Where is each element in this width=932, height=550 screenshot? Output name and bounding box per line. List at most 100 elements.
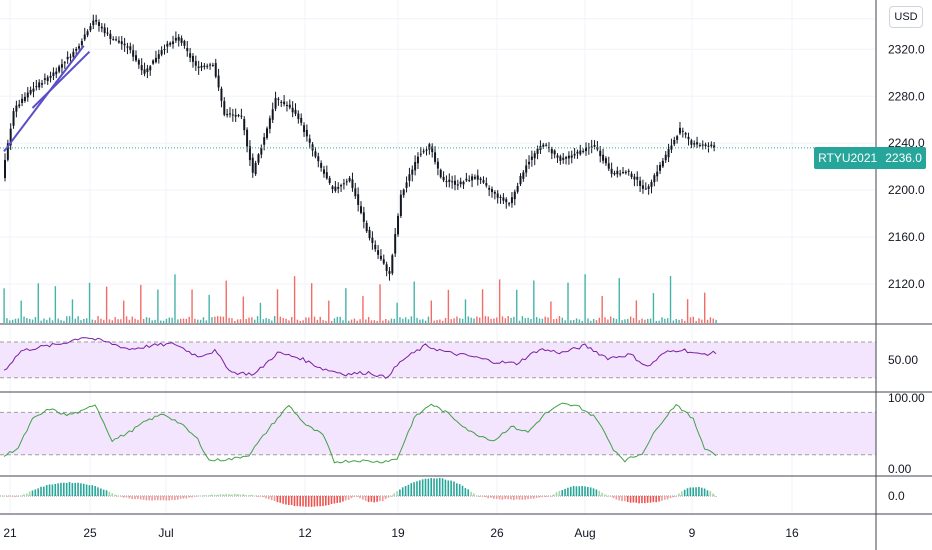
volume-bar	[649, 318, 652, 323]
volume-bar	[496, 317, 498, 323]
volume-bar	[382, 320, 384, 323]
osc-bar	[376, 496, 378, 502]
osc-bar	[507, 496, 509, 500]
stoch-band	[0, 412, 876, 455]
volume-bar	[6, 318, 8, 323]
volume-bar	[194, 318, 196, 323]
osc-bar	[259, 496, 262, 497]
osc-bar	[658, 496, 660, 502]
volume-bar	[199, 319, 202, 323]
volume-bar	[390, 318, 393, 323]
osc-bar	[683, 489, 686, 496]
oscillator-pane[interactable]	[0, 477, 717, 507]
candle-body	[528, 161, 531, 165]
candle-body	[604, 158, 607, 164]
candle-body	[627, 170, 630, 172]
volume-bar	[704, 292, 706, 323]
candle-body	[656, 171, 659, 177]
candle-body	[46, 77, 49, 81]
osc-bar	[381, 496, 384, 502]
volume-bar	[103, 319, 105, 323]
trend-channel-drawing[interactable]	[3, 45, 91, 153]
volume-bar	[672, 320, 675, 323]
candle-body	[117, 40, 120, 43]
volume-bar	[208, 294, 210, 323]
candle-body	[704, 144, 707, 146]
osc-bar	[282, 496, 284, 504]
time-tick-label: Jul	[158, 526, 173, 540]
candle-body	[547, 147, 550, 149]
osc-bar	[524, 496, 526, 500]
osc-bar	[262, 496, 264, 498]
osc-bar	[182, 496, 185, 499]
osc-bar	[626, 496, 629, 502]
candle-body	[12, 111, 15, 126]
volume-bar	[160, 320, 162, 323]
candle-body	[530, 156, 533, 160]
candle-body	[439, 169, 442, 178]
osc-bar	[128, 496, 131, 499]
osc-bar	[322, 496, 324, 507]
osc-bar	[641, 496, 643, 504]
osc-bar	[473, 493, 475, 496]
price-pane[interactable]	[0, 14, 876, 323]
time-tick-label: 21	[3, 526, 17, 540]
osc-bar	[34, 489, 37, 496]
volume-bar	[444, 317, 447, 323]
osc-bar	[285, 496, 287, 505]
candle-body	[459, 181, 462, 185]
candle-body	[362, 212, 365, 222]
osc-bar	[675, 496, 677, 497]
osc-bar	[176, 496, 179, 500]
osc-bar	[74, 482, 76, 496]
candle-body	[140, 65, 143, 71]
currency-button[interactable]: USD	[889, 6, 923, 28]
volume-bar	[544, 316, 546, 323]
osc-bar	[339, 496, 341, 503]
price-tag-value: 2236.0	[885, 151, 922, 165]
candle-body	[337, 187, 340, 189]
time-axis[interactable]: 21 25 Jul 12 19 26 Aug 9 16	[3, 526, 799, 540]
volume-bar	[669, 275, 672, 323]
volume-bar	[422, 319, 424, 323]
volume-bar	[188, 316, 190, 323]
volume-bar	[288, 320, 290, 323]
osc-bar	[273, 496, 276, 502]
volume-bar	[541, 318, 544, 323]
candle-body	[43, 78, 46, 80]
volume-bar	[179, 318, 182, 323]
osc-bar	[276, 496, 279, 503]
osc-bar	[478, 496, 481, 497]
candle-body	[86, 31, 89, 36]
volume-bar	[319, 316, 321, 323]
osc-bar	[51, 484, 54, 496]
candle-body	[508, 203, 511, 205]
osc-bar	[80, 483, 82, 496]
price-axis[interactable]: 2320.0 2280.0 2240.0 2200.0 2160.0 2120.0 50.0…	[888, 42, 925, 503]
volume-bar	[316, 319, 319, 323]
osc-bar	[644, 496, 646, 504]
candle-body	[240, 115, 243, 117]
osc-bar	[191, 496, 193, 498]
candle-body	[132, 50, 135, 57]
candle-body	[351, 179, 354, 189]
time-tick-label: 9	[689, 526, 696, 540]
candle-body	[365, 222, 368, 232]
osc-bar	[288, 496, 290, 505]
stochastic-pane[interactable]	[0, 402, 876, 464]
candle-body	[690, 140, 693, 145]
candle-body	[371, 237, 374, 243]
candle-body	[445, 181, 448, 183]
time-tick-label: 16	[785, 526, 799, 540]
osc-bar	[390, 495, 393, 497]
osc-bar	[71, 482, 74, 496]
candle-body	[388, 271, 391, 274]
osc-bar	[649, 496, 652, 503]
osc-bar	[105, 490, 108, 496]
candle-body	[516, 185, 519, 192]
rsi-pane[interactable]	[0, 337, 876, 379]
volume-bar	[154, 319, 156, 323]
candle-body	[237, 115, 240, 117]
